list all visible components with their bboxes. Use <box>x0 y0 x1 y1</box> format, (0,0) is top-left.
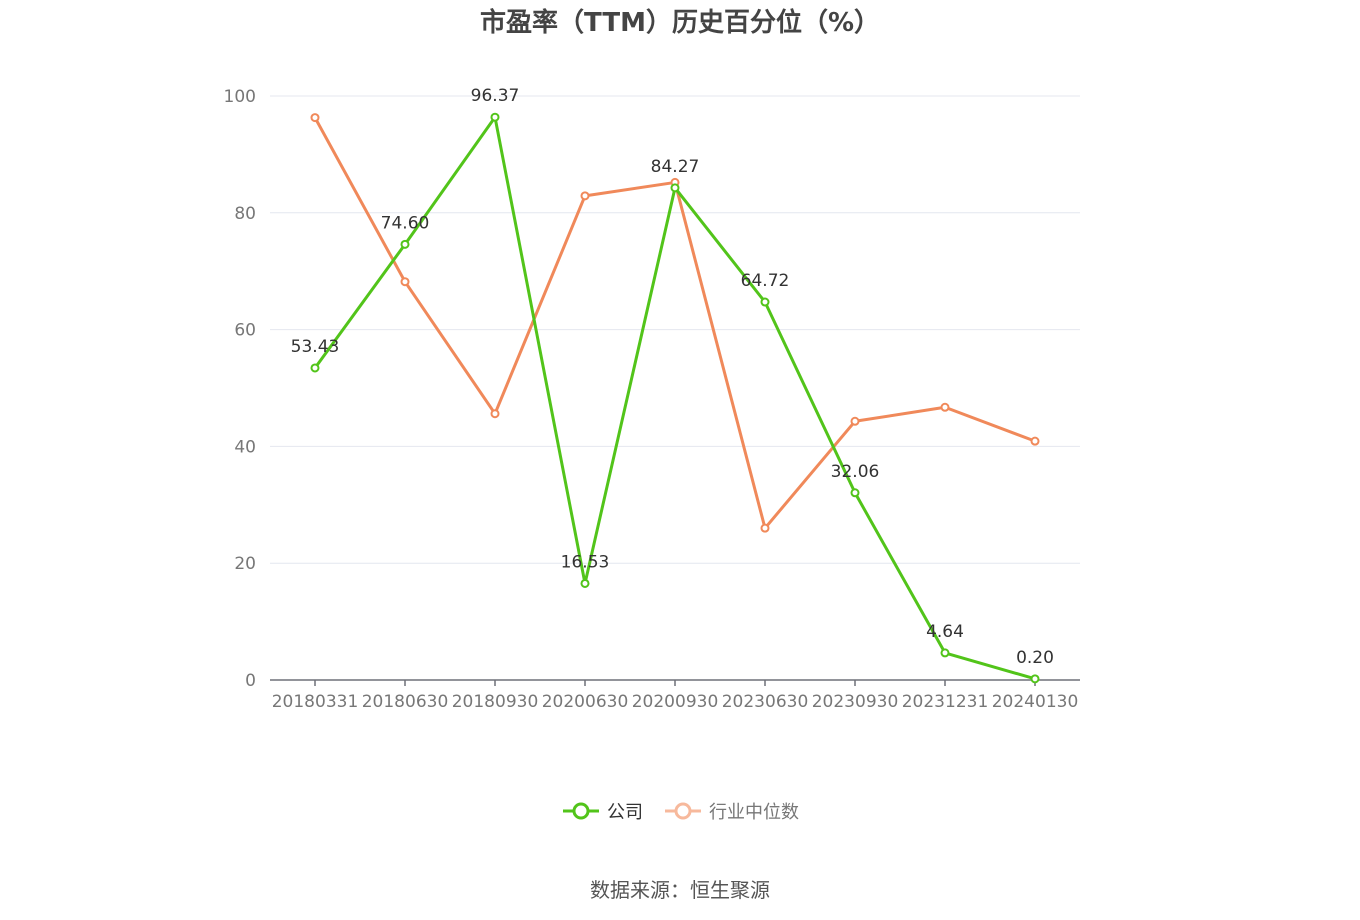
x-tick-label: 20180630 <box>362 692 449 712</box>
data-labels: 53.43 74.60 96.37 16.53 84.27 64.72 32.06 4.64 0… <box>291 86 1054 668</box>
data-point-industry-median[interactable] <box>490 409 500 419</box>
data-label-company: 74.60 <box>381 213 430 233</box>
legend-line-marker-icon <box>563 802 599 820</box>
data-label-company: 96.37 <box>471 86 520 106</box>
x-tick-label: 20230930 <box>812 692 899 712</box>
y-tick-label: 40 <box>234 437 256 457</box>
data-point-industry-median[interactable] <box>400 277 410 287</box>
legend-label-industry-median: 行业中位数 <box>709 802 799 823</box>
data-source: 数据来源：恒生聚源 <box>590 878 770 902</box>
data-point-company[interactable] <box>400 239 410 249</box>
data-label-company: 32.06 <box>831 462 880 482</box>
data-point-industry-median[interactable] <box>760 523 770 533</box>
y-tick-label: 80 <box>234 204 256 224</box>
data-label-company: 16.53 <box>561 552 610 572</box>
legend-item-company[interactable]: 公司 <box>561 798 643 824</box>
x-tick-label: 20200930 <box>632 692 719 712</box>
legend-item-industry-median[interactable]: 行业中位数 <box>663 798 799 824</box>
data-point-industry-median[interactable] <box>580 191 590 201</box>
data-point-company[interactable] <box>580 578 590 588</box>
data-point-company[interactable] <box>670 183 680 193</box>
x-tick-label: 20180331 <box>272 692 359 712</box>
data-point-company[interactable] <box>1030 674 1040 684</box>
chart-title: 市盈率（TTM）历史百分位（%） <box>480 8 880 38</box>
data-point-company[interactable] <box>940 648 950 658</box>
x-tick-label: 20200630 <box>542 692 629 712</box>
data-label-company: 64.72 <box>741 271 790 291</box>
y-tick-label: 60 <box>234 321 256 341</box>
data-label-company: 0.20 <box>1016 648 1054 668</box>
grid-lines <box>270 95 1080 564</box>
x-tick-label: 20230630 <box>722 692 809 712</box>
y-tick-label: 0 <box>245 671 256 691</box>
data-point-industry-median[interactable] <box>310 113 320 123</box>
legend-label-company: 公司 <box>607 802 643 823</box>
data-label-company: 4.64 <box>926 622 964 642</box>
data-point-company[interactable] <box>850 488 860 498</box>
x-tick-label: 20231231 <box>902 692 989 712</box>
y-tick-label: 100 <box>224 87 256 107</box>
data-label-company: 84.27 <box>651 157 700 177</box>
x-tick-label: 20240130 <box>992 692 1079 712</box>
legend-line-marker-icon <box>665 802 701 820</box>
legend: 公司 行业中位数 <box>0 796 1360 826</box>
data-point-company[interactable] <box>760 297 770 307</box>
data-point-industry-median[interactable] <box>1030 436 1040 446</box>
series-line-company <box>313 115 1036 681</box>
x-axis: 20180331 20180630 20180930 20200630 20200930… <box>270 679 1080 712</box>
y-tick-label: 20 <box>234 554 256 574</box>
x-tick-label: 20180930 <box>452 692 539 712</box>
data-point-industry-median[interactable] <box>940 402 950 412</box>
data-label-company: 53.43 <box>291 337 340 357</box>
data-point-company[interactable] <box>310 363 320 373</box>
data-point-industry-median[interactable] <box>850 416 860 426</box>
y-axis-ticks: 0 20 40 60 80 100 <box>224 87 256 691</box>
series-group <box>310 112 1040 684</box>
data-point-company[interactable] <box>490 112 500 122</box>
